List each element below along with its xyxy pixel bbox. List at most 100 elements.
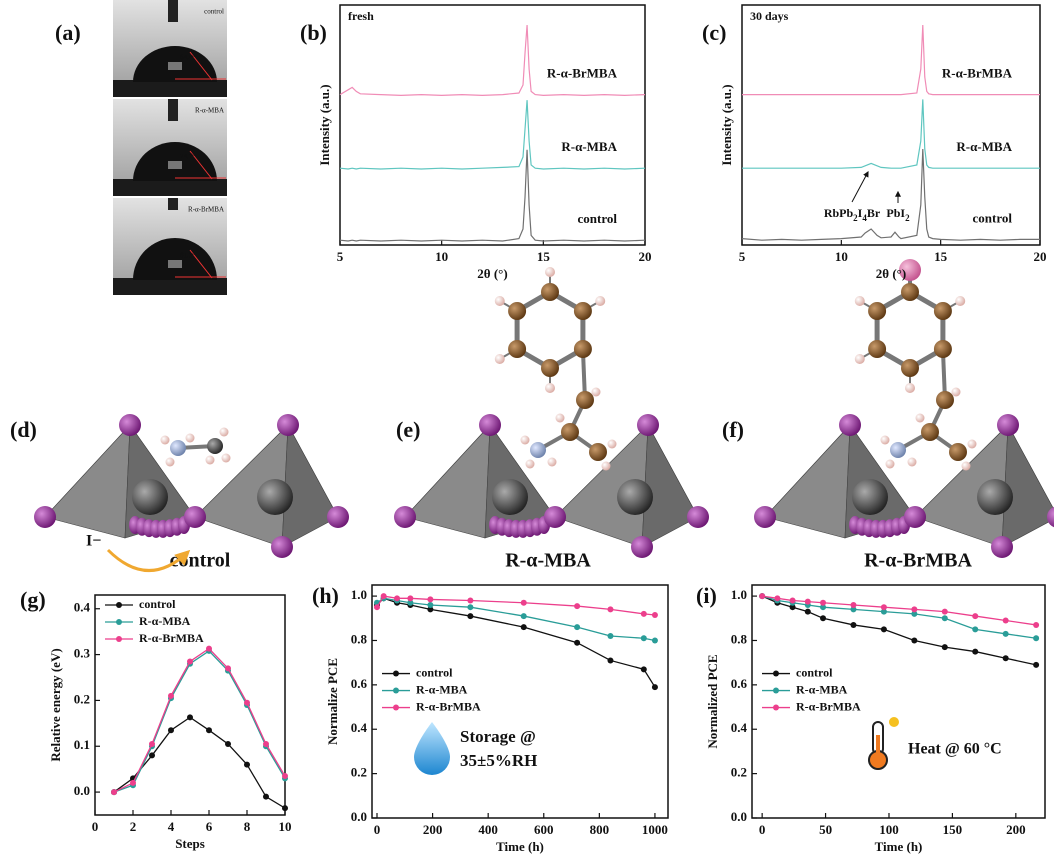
x-tick-label: 10 [835, 249, 848, 264]
needle [168, 99, 178, 121]
legend-marker [116, 636, 122, 642]
atom [921, 423, 939, 441]
point [168, 693, 174, 699]
point [972, 649, 978, 655]
atom [495, 354, 505, 364]
x-tick-label: 10 [435, 249, 448, 264]
atom [574, 302, 592, 320]
series-label: R-α-MBA [561, 139, 617, 154]
y-tick-label: 0.6 [351, 676, 368, 691]
atom [561, 423, 579, 441]
y-tick-label: 0.1 [74, 737, 90, 752]
point [574, 603, 580, 609]
x-axis-label: 2θ (°) [477, 266, 507, 281]
point [1003, 618, 1009, 624]
annotation: Storage @ [460, 727, 536, 746]
legend-label: R-α-MBA [139, 614, 191, 628]
atom [589, 443, 607, 461]
legend-marker [773, 671, 779, 677]
chart-title: 30 days [750, 9, 789, 23]
x-tick-label: 50 [819, 822, 832, 837]
atom [904, 506, 926, 528]
atom [492, 479, 528, 515]
x-tick-label: 1000 [642, 822, 668, 837]
panel-label: (g) [20, 587, 46, 612]
atom [548, 458, 557, 467]
contact-angle: 64.4° [180, 54, 195, 62]
legend-marker [393, 705, 399, 711]
legend-label: R-α-BrMBA [416, 699, 481, 713]
contact-angle: 74.7° [180, 153, 195, 161]
x-tick-label: 0 [374, 822, 381, 837]
point [263, 794, 269, 800]
atom [526, 460, 535, 469]
panel-label: (d) [10, 417, 37, 442]
atom [637, 414, 659, 436]
legend-marker [116, 619, 122, 625]
y-tick-label: 0.2 [74, 691, 90, 706]
point [911, 637, 917, 643]
y-tick-label: 0.2 [351, 765, 367, 780]
point [381, 593, 387, 599]
y-tick-label: 0.8 [351, 631, 368, 646]
point [607, 657, 613, 663]
atom [132, 479, 168, 515]
atom [852, 479, 888, 515]
atom [530, 442, 546, 458]
panel-label: (b) [300, 20, 327, 45]
x-tick-label: 150 [943, 822, 963, 837]
chart-title: fresh [348, 9, 374, 23]
atom [574, 340, 592, 358]
octahedron-face [765, 425, 850, 538]
annotation: RbPb2I4Br [824, 206, 881, 223]
atom [327, 506, 349, 528]
point [394, 595, 400, 601]
point [790, 598, 796, 604]
point [521, 613, 527, 619]
point [282, 773, 288, 779]
y-tick-label: 0.4 [351, 720, 368, 735]
atom [186, 434, 195, 443]
series-line [762, 596, 1036, 638]
x-tick-label: 5 [739, 249, 746, 264]
atom [206, 456, 215, 465]
point [206, 727, 212, 733]
atom [934, 302, 952, 320]
point [407, 595, 413, 601]
y-axis-label: Normalized PCE [705, 654, 720, 748]
series-label: R-α-BrMBA [547, 66, 618, 81]
atom [890, 442, 906, 458]
atom [631, 536, 653, 558]
series-label: control [973, 210, 1013, 225]
point [881, 626, 887, 632]
point [820, 600, 826, 606]
x-tick-label: 0 [759, 822, 766, 837]
point [652, 637, 658, 643]
y-axis-label: Relative energy (eV) [48, 648, 63, 761]
panel-label: (e) [396, 417, 420, 442]
atom [855, 354, 865, 364]
point [652, 612, 658, 618]
point [130, 780, 136, 786]
series-line [340, 25, 645, 95]
point [652, 684, 658, 690]
atom [222, 454, 231, 463]
x-tick-label: 400 [478, 822, 498, 837]
y-tick-label: 1.0 [731, 587, 747, 602]
y-axis-label: Intensity (a.u.) [719, 84, 734, 165]
atom [901, 283, 919, 301]
atom [997, 414, 1019, 436]
point [282, 805, 288, 811]
x-tick-label: 0 [92, 819, 99, 834]
atom [556, 414, 565, 423]
x-axis-label: Time (h) [496, 839, 544, 854]
series-line [377, 598, 655, 640]
point [911, 606, 917, 612]
series-line [114, 649, 285, 792]
point [149, 752, 155, 758]
atom [934, 340, 952, 358]
point [574, 624, 580, 630]
point [1033, 635, 1039, 641]
panel-label: (c) [702, 20, 726, 45]
annotation: 35±5%RH [460, 751, 537, 770]
